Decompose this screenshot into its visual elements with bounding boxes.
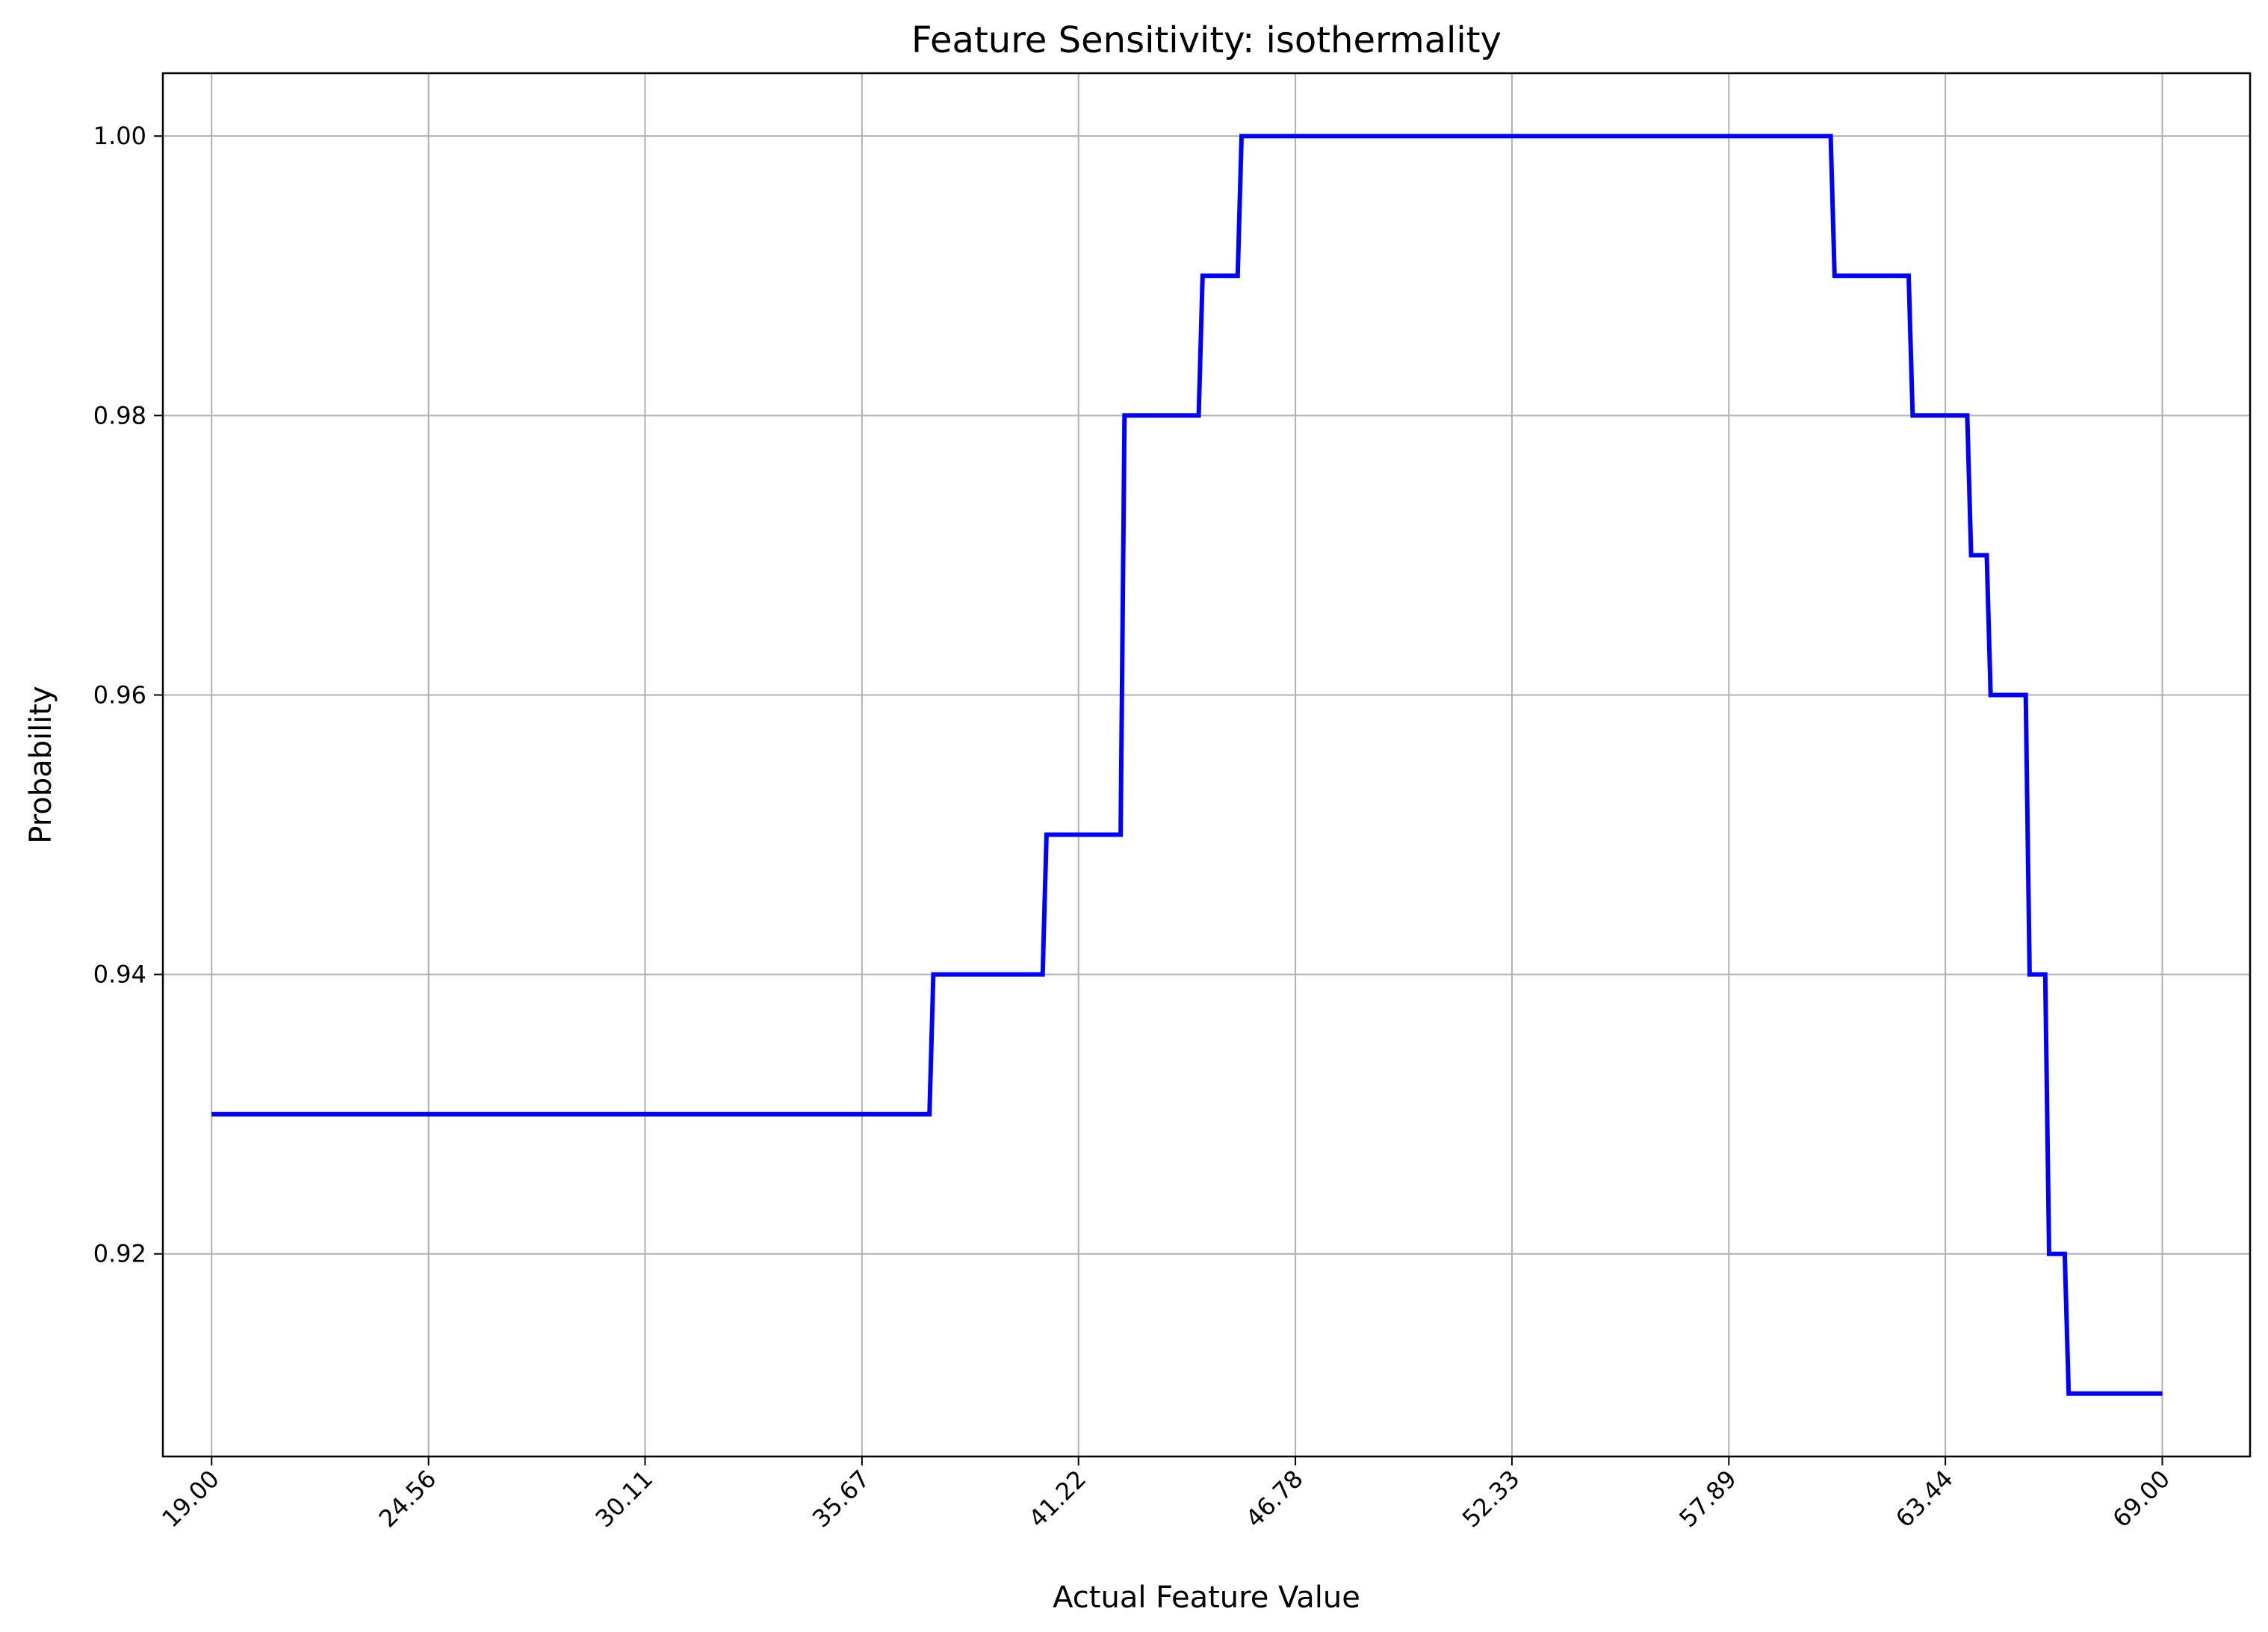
plot-frame: [161, 72, 2252, 1458]
x-axis-title: Actual Feature Value: [1053, 1580, 1360, 1615]
y-axis-title: Probability: [24, 686, 58, 843]
y-tick-label: 1.00: [93, 122, 146, 150]
y-tick-label: 0.94: [93, 961, 146, 989]
series-line: [211, 134, 2163, 1396]
series-layer: [211, 134, 2163, 1396]
grid-lines: [163, 73, 2250, 1456]
tick-marks: [154, 135, 2163, 1465]
chart-title: Feature Sensitivity: isothermality: [911, 19, 1502, 61]
y-tick-label: 0.92: [93, 1240, 146, 1268]
y-tick-label: 0.96: [93, 680, 146, 709]
y-tick-label: 0.98: [93, 401, 146, 429]
